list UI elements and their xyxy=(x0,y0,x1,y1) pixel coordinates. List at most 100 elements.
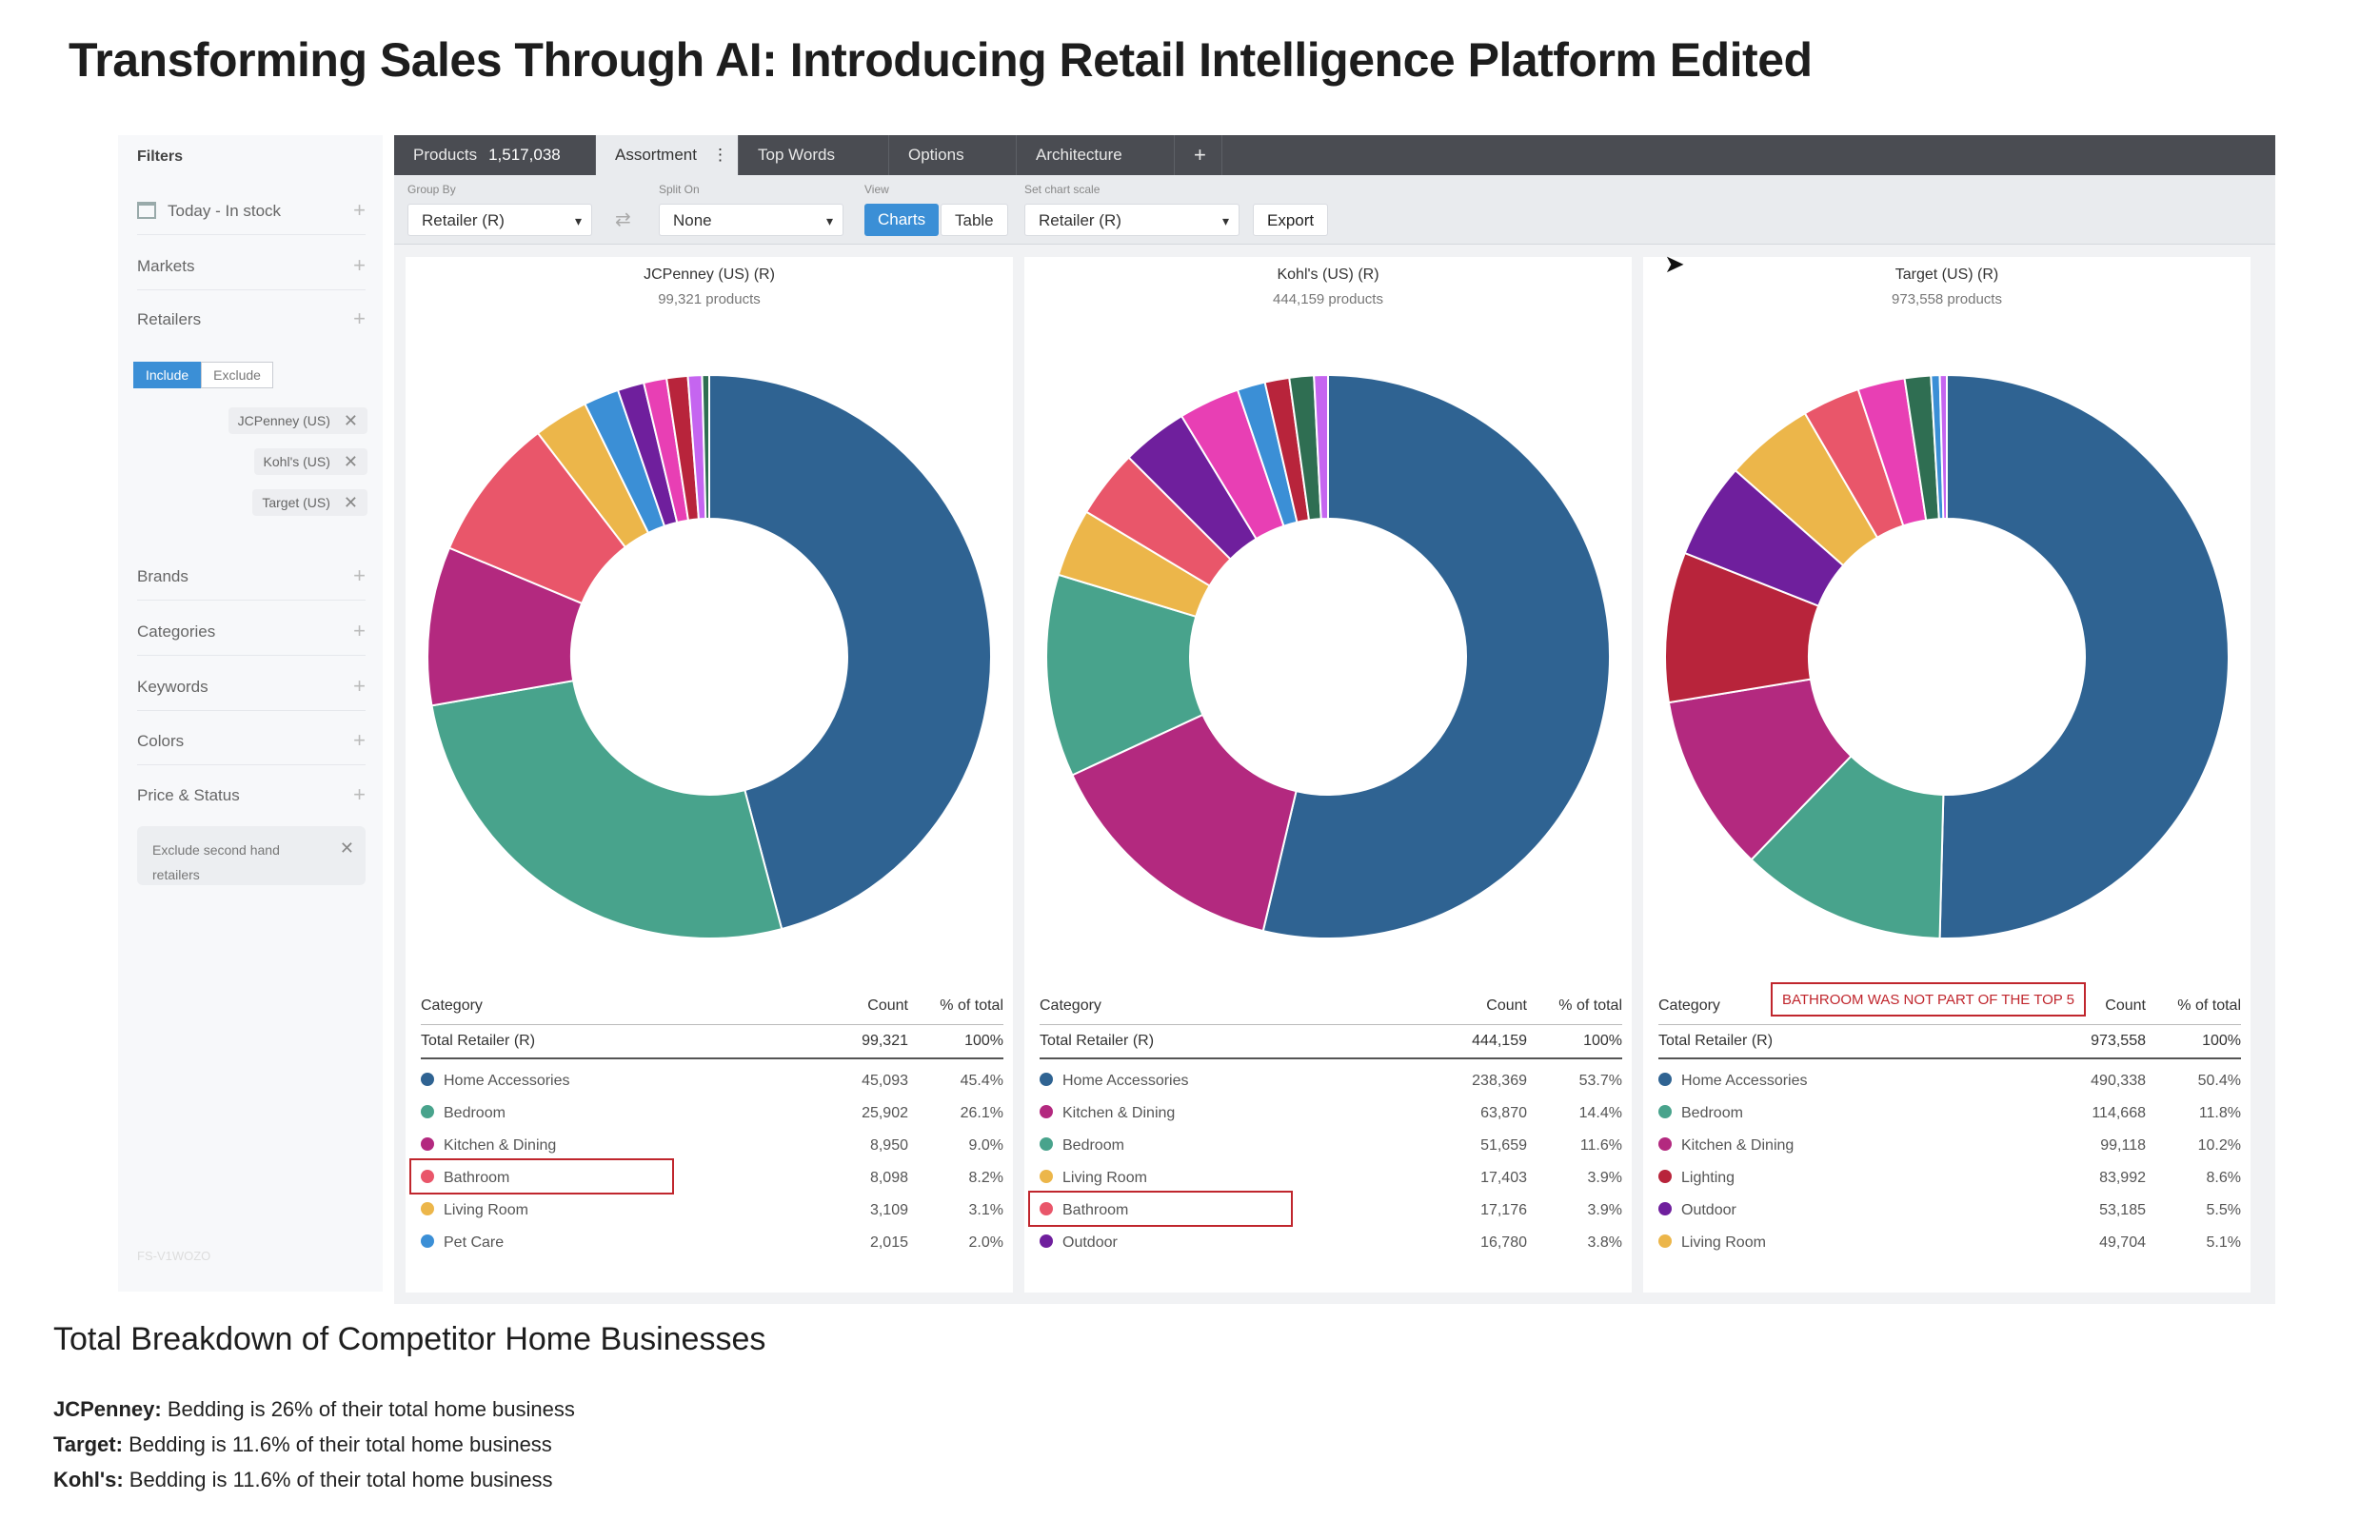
date-filter[interactable]: Today - In stock + xyxy=(137,190,366,235)
table-row[interactable]: Living Room 49,704 5.1% xyxy=(1658,1227,2241,1259)
table-row[interactable]: Bathroom 17,176 3.9% xyxy=(1040,1194,1622,1227)
build-id: FS-V1WOZO xyxy=(137,1249,211,1263)
retailer-chip-kohls[interactable]: Kohl's (US) ✕ xyxy=(253,448,367,475)
donut-slice-1[interactable] xyxy=(1071,713,1298,933)
tab-architecture[interactable]: Architecture xyxy=(1017,135,1175,175)
donut-slice-10[interactable] xyxy=(1938,373,1948,521)
plus-icon[interactable]: + xyxy=(353,306,366,330)
filter-brands[interactable]: Brands + xyxy=(137,556,366,601)
table-row[interactable]: Pet Care 2,015 2.0% xyxy=(421,1227,1003,1259)
table-row[interactable]: Outdoor 16,780 3.8% xyxy=(1040,1227,1622,1259)
row-pct: 26.1% xyxy=(960,1105,1003,1121)
exclude-second-hand-chip[interactable]: Exclude second hand retailers ✕ xyxy=(137,826,366,885)
legend-dot-icon xyxy=(1658,1234,1672,1249)
plus-icon[interactable]: + xyxy=(353,563,366,587)
filter-markets[interactable]: Markets + xyxy=(137,246,366,290)
tab-options[interactable]: Options xyxy=(889,135,1017,175)
row-pct: 3.9% xyxy=(1587,1170,1622,1186)
donut-slice-10[interactable] xyxy=(1313,373,1329,521)
row-category-label: Pet Care xyxy=(444,1234,505,1251)
chart-panel-kohls: Kohl's (US) (R) 444,159 products Category C… xyxy=(1024,257,1632,1293)
table-row[interactable]: Bedroom 25,902 26.1% xyxy=(421,1097,1003,1130)
row-category-label: Living Room xyxy=(1681,1234,1766,1251)
table-row[interactable]: Home Accessories 238,369 53.7% xyxy=(1040,1065,1622,1097)
legend-dot-icon xyxy=(421,1234,434,1249)
row-category: Kitchen & Dining xyxy=(1658,1130,1794,1162)
chevron-down-icon: ▾ xyxy=(825,213,833,228)
tab-assortment[interactable]: Assortment ⋮ xyxy=(596,135,739,175)
fact-name: Target: xyxy=(53,1432,123,1456)
include-exclude-toggle: Include Exclude xyxy=(133,362,273,388)
more-icon[interactable]: ⋮ xyxy=(712,146,728,164)
split-on-select[interactable]: None ▾ xyxy=(659,204,843,236)
fact-kohls: Kohl's: Bedding is 11.6% of their total … xyxy=(53,1468,553,1492)
table-row[interactable]: Kitchen & Dining 63,870 14.4% xyxy=(1040,1097,1622,1130)
donut-slice-1[interactable] xyxy=(1750,755,1945,939)
donut-slice-0[interactable] xyxy=(708,373,992,931)
donut-slice-0[interactable] xyxy=(1261,373,1611,939)
table-row[interactable]: Bedroom 114,668 11.8% xyxy=(1658,1097,2241,1130)
row-category: Outdoor xyxy=(1040,1227,1118,1259)
table-row[interactable]: Home Accessories 45,093 45.4% xyxy=(421,1065,1003,1097)
row-category-label: Kitchen & Dining xyxy=(1062,1105,1176,1121)
group-by-select[interactable]: Retailer (R) ▾ xyxy=(407,204,592,236)
chart-title: Kohl's (US) (R) xyxy=(1277,267,1379,283)
header-category: Category xyxy=(421,997,483,1014)
row-category-label: Bedroom xyxy=(1681,1105,1743,1121)
legend-dot-icon xyxy=(1658,1105,1672,1119)
select-value: Retailer (R) xyxy=(1039,211,1121,229)
tab-products[interactable]: Products 1,517,038 xyxy=(394,135,596,175)
donut-slice-2[interactable] xyxy=(1045,573,1204,777)
filters-sidebar: Filters Today - In stock + Markets + Ret… xyxy=(118,135,383,1292)
table-row[interactable]: Outdoor 53,185 5.5% xyxy=(1658,1194,2241,1227)
table-row[interactable]: Home Accessories 490,338 50.4% xyxy=(1658,1065,2241,1097)
add-tab-button[interactable]: + xyxy=(1175,135,1222,175)
table-row[interactable]: Living Room 3,109 3.1% xyxy=(421,1194,1003,1227)
tab-top-words[interactable]: Top Words xyxy=(739,135,889,175)
filter-keywords[interactable]: Keywords + xyxy=(137,666,366,711)
close-icon[interactable]: ✕ xyxy=(343,492,358,512)
retailer-chip-jcpenney[interactable]: JCPenney (US) ✕ xyxy=(228,407,367,434)
table-row[interactable]: Kitchen & Dining 99,118 10.2% xyxy=(1658,1130,2241,1162)
close-icon[interactable]: ✕ xyxy=(343,410,358,430)
swap-icon[interactable]: ⇄ xyxy=(615,209,631,230)
donut-slice-0[interactable] xyxy=(1938,373,2230,939)
table-row[interactable]: Living Room 17,403 3.9% xyxy=(1040,1162,1622,1194)
fact-name: JCPenney: xyxy=(53,1397,162,1421)
filter-label: Brands xyxy=(137,567,188,585)
plus-icon[interactable]: + xyxy=(353,674,366,698)
table-row[interactable]: Bathroom 8,098 8.2% xyxy=(421,1162,1003,1194)
plus-icon[interactable]: + xyxy=(353,728,366,752)
filter-categories[interactable]: Categories + xyxy=(137,611,366,656)
filter-label: Price & Status xyxy=(137,786,240,804)
plus-icon[interactable]: + xyxy=(353,198,366,222)
donut-slice-10[interactable] xyxy=(701,373,710,521)
donut-slice-1[interactable] xyxy=(430,680,783,939)
plus-icon[interactable]: + xyxy=(353,619,366,642)
chart-scale-label: Set chart scale xyxy=(1024,183,1101,196)
table-row[interactable]: Bedroom 51,659 11.6% xyxy=(1040,1130,1622,1162)
chart-scale-select[interactable]: Retailer (R) ▾ xyxy=(1024,204,1240,236)
plus-icon[interactable]: + xyxy=(353,253,366,277)
legend-dot-icon xyxy=(421,1137,434,1152)
filter-price-status[interactable]: Price & Status + xyxy=(137,775,366,819)
include-button[interactable]: Include xyxy=(133,362,202,388)
legend-dot-icon xyxy=(421,1202,434,1216)
chip-label: Target (US) xyxy=(262,495,330,510)
plus-icon[interactable]: + xyxy=(353,782,366,806)
category-table: Category Count % of total Total Retailer (R… xyxy=(1658,997,2241,1259)
row-category-label: Kitchen & Dining xyxy=(444,1137,557,1154)
charts-view-button[interactable]: Charts xyxy=(864,204,940,236)
filter-retailers[interactable]: Retailers + xyxy=(137,299,366,343)
filter-colors[interactable]: Colors + xyxy=(137,721,366,765)
exclude-button[interactable]: Exclude xyxy=(201,362,273,388)
close-icon[interactable]: ✕ xyxy=(339,839,354,858)
table-view-button[interactable]: Table xyxy=(941,204,1008,236)
table-total-row: Total Retailer (R) 444,159 100% xyxy=(1040,1024,1622,1059)
legend-dot-icon xyxy=(1658,1202,1672,1216)
retailer-chip-target[interactable]: Target (US) ✕ xyxy=(252,489,367,516)
close-icon[interactable]: ✕ xyxy=(343,451,358,471)
export-button[interactable]: Export xyxy=(1253,204,1329,236)
table-row[interactable]: Lighting 83,992 8.6% xyxy=(1658,1162,2241,1194)
table-row[interactable]: Kitchen & Dining 8,950 9.0% xyxy=(421,1130,1003,1162)
